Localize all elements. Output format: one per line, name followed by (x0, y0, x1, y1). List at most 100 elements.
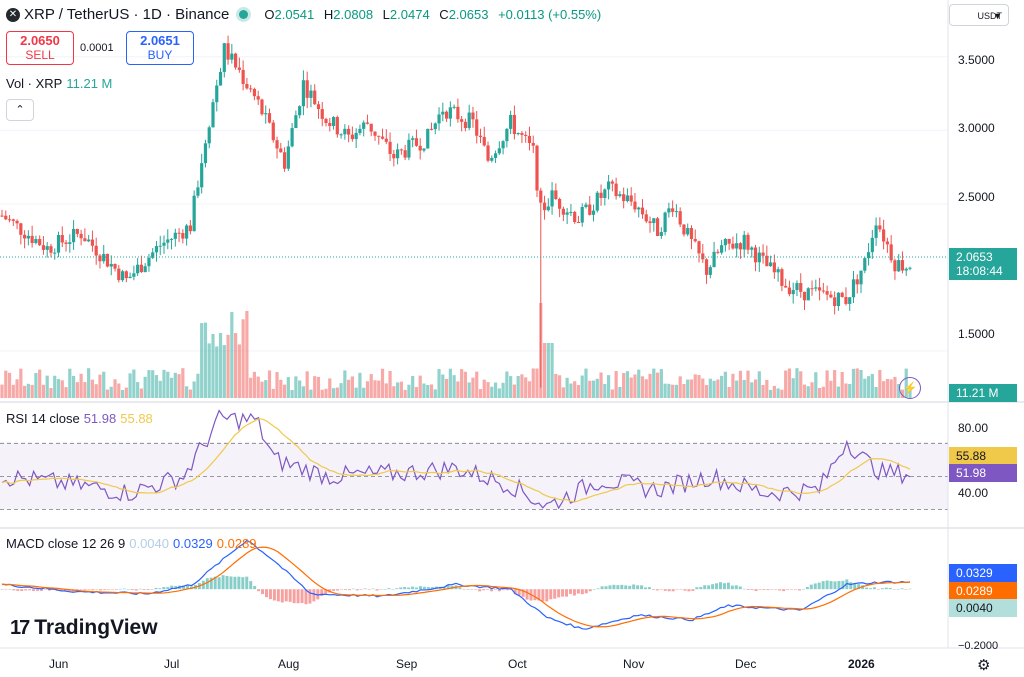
candle-body (866, 252, 871, 259)
lightning-icon[interactable]: ⚡ (899, 377, 921, 399)
volume-bar (452, 375, 456, 398)
currency-selector[interactable]: USDT ▼ (949, 4, 1009, 26)
volume-bar (113, 379, 117, 398)
candle-body (580, 207, 584, 223)
volume-bar (516, 375, 520, 398)
volume-bar (192, 381, 196, 398)
candle-body (192, 195, 196, 232)
macd-histogram-bar (734, 585, 738, 590)
time-tick: Sep (396, 657, 418, 671)
candle-body (599, 192, 603, 198)
volume-bar (211, 334, 215, 398)
price-tick: 1.5000 (958, 327, 995, 341)
macd-histogram-bar (300, 589, 304, 604)
candle-body (34, 239, 38, 243)
volume-bar (833, 370, 837, 398)
candle-body (595, 192, 599, 211)
candle-body (520, 133, 524, 135)
candle-body (15, 220, 19, 224)
candle-body (143, 266, 147, 273)
candle-body (222, 43, 226, 72)
volume-bar (463, 371, 468, 398)
candle-body (738, 243, 743, 250)
candle-body (196, 187, 200, 196)
candle-body (810, 288, 814, 290)
volume-bar (124, 387, 128, 398)
volume-bar (674, 384, 679, 398)
volume-bar (859, 369, 863, 398)
macd-histogram-bar (43, 589, 47, 590)
candle-body (780, 269, 784, 286)
volume-bar (727, 386, 731, 398)
sell-button[interactable]: 2.0650 SELL (6, 31, 74, 65)
volume-bar (275, 372, 279, 398)
candle-body (825, 291, 829, 295)
symbol-header: ✕ XRP / TetherUS · 1D · Binance O2.0541 … (6, 6, 601, 23)
macd-histogram-bar (576, 589, 580, 594)
volume-bar (772, 385, 776, 398)
candle-body (490, 157, 494, 161)
volume-bar (825, 370, 829, 398)
candle-body (776, 269, 780, 273)
candle-body (625, 195, 630, 202)
macd-histogram-bar (679, 589, 683, 590)
candle-body (471, 112, 475, 120)
macd-histogram-bar (667, 589, 671, 592)
candle-body (335, 117, 339, 135)
volume-bar (222, 345, 226, 398)
candle-body (94, 245, 98, 256)
volume-bar (520, 374, 524, 398)
candlestick-series[interactable] (0, 35, 912, 388)
volume-bar (851, 368, 856, 398)
volume-bar (0, 384, 4, 398)
gear-icon[interactable]: ⚙ (977, 657, 991, 674)
candle-body (678, 211, 682, 225)
macd-histogram-bar (486, 589, 490, 590)
tradingview-logo[interactable]: 17 TradingView (10, 616, 158, 640)
volume-bar (71, 375, 76, 398)
candle-body (723, 238, 727, 246)
candle-body (606, 181, 611, 190)
macd-histogram-bar (884, 587, 888, 590)
macd-histogram-bar (63, 589, 67, 591)
macd-histogram-bar (813, 583, 817, 590)
volume-bar (64, 387, 68, 398)
volume-bar (682, 384, 686, 398)
volume-bar (606, 375, 611, 398)
volume-bar (173, 372, 177, 398)
macd-histogram-bar (853, 583, 857, 590)
volume-bar (742, 379, 746, 398)
candle-body (0, 215, 4, 217)
macd-histogram-bar (426, 587, 430, 590)
candle-body (282, 152, 287, 169)
macd-histogram-bar (604, 586, 608, 590)
macd-histogram-bar (253, 586, 257, 590)
collapse-legend-button[interactable]: ⌃ (6, 99, 34, 121)
symbol-title[interactable]: XRP / TetherUS · 1D · Binance (24, 6, 230, 23)
sell-label: SELL (25, 48, 55, 62)
candle-body (166, 239, 170, 243)
macd-histogram-bar (825, 580, 829, 590)
macd-histogram-bar (59, 589, 63, 592)
candle-body (655, 218, 660, 236)
volume-bar (561, 387, 565, 398)
macd-histogram-bar (265, 589, 269, 598)
candle-body (727, 238, 731, 244)
last-price-value: 2.0653 (956, 250, 993, 264)
macd-histogram-bar (900, 588, 904, 590)
buy-button[interactable]: 2.0651 BUY (126, 31, 194, 65)
macd-histogram-bar (833, 581, 837, 590)
macd-histogram-bar (711, 584, 715, 590)
candle-body (98, 255, 102, 262)
volume-bar (885, 378, 889, 398)
tradingview-mark-icon: 17 (10, 616, 30, 639)
macd-histogram-bar (545, 589, 549, 602)
rsi-pane (0, 409, 948, 510)
candle-body (716, 251, 720, 253)
candle-body (305, 80, 309, 98)
macd-tick: −0.2000 (958, 640, 999, 652)
candle-body (584, 204, 588, 208)
volume-bar (750, 382, 754, 398)
volume-bar (177, 374, 181, 398)
